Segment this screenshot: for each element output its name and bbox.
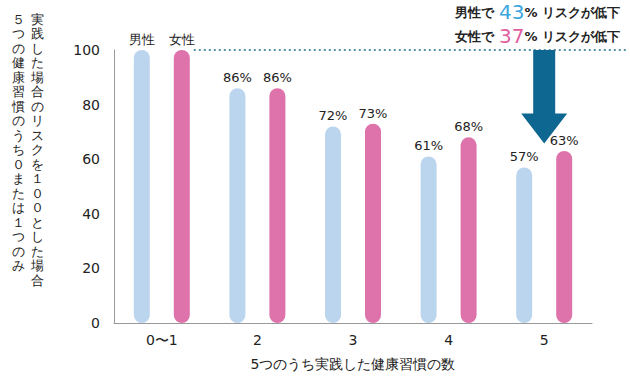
svg-text:み: み	[12, 258, 25, 273]
svg-text:61%: 61%	[414, 138, 443, 153]
svg-text:し: し	[31, 229, 44, 244]
svg-text:の: の	[12, 113, 25, 128]
svg-text:100: 100	[73, 42, 100, 58]
svg-text:5つのうち実践した健康習慣の数: 5つのうち実践した健康習慣の数	[251, 356, 456, 372]
svg-text:た: た	[31, 55, 44, 70]
svg-text:60: 60	[82, 151, 100, 167]
svg-text:ま: ま	[12, 171, 25, 186]
svg-text:リ: リ	[31, 113, 44, 128]
svg-text:１: １	[31, 171, 44, 186]
svg-text:合: 合	[31, 84, 44, 99]
svg-text:40: 40	[82, 206, 100, 222]
svg-text:つ: つ	[12, 26, 25, 41]
svg-text:86%: 86%	[263, 70, 292, 85]
svg-text:2: 2	[253, 332, 262, 348]
svg-text:の: の	[31, 99, 44, 114]
svg-text:を: を	[31, 157, 44, 172]
svg-text:合: 合	[31, 273, 44, 288]
svg-text:と: と	[31, 215, 44, 230]
svg-text:女性で: 女性で	[454, 29, 499, 44]
svg-text:ち: ち	[12, 142, 25, 157]
svg-text:康: 康	[12, 70, 25, 85]
svg-text:う: う	[12, 128, 25, 143]
svg-text:86%: 86%	[223, 70, 252, 85]
svg-text:実: 実	[31, 12, 44, 27]
svg-text:0: 0	[91, 315, 100, 331]
svg-text:男性: 男性	[129, 32, 155, 47]
svg-text:% リスクが低下: % リスクが低下	[524, 5, 620, 20]
svg-text:5: 5	[540, 332, 549, 348]
svg-text:72%: 72%	[319, 108, 348, 123]
svg-text:の: の	[12, 244, 25, 259]
svg-text:場: 場	[30, 70, 44, 85]
svg-text:場: 場	[30, 258, 44, 273]
svg-text:０: ０	[31, 186, 44, 201]
svg-text:ク: ク	[31, 142, 44, 157]
svg-text:習: 習	[12, 84, 25, 99]
svg-text:73%: 73%	[359, 106, 388, 121]
svg-text:１: １	[12, 215, 25, 230]
svg-text:健: 健	[12, 55, 25, 70]
svg-text:ス: ス	[31, 128, 44, 143]
svg-text:つ: つ	[12, 229, 25, 244]
svg-text:63%: 63%	[550, 133, 579, 148]
svg-text:37: 37	[499, 24, 524, 48]
svg-text:女性: 女性	[169, 32, 195, 47]
svg-text:80: 80	[82, 97, 100, 113]
svg-text:し: し	[31, 41, 44, 56]
svg-text:た: た	[31, 244, 44, 259]
svg-text:０: ０	[31, 200, 44, 215]
svg-text:慣: 慣	[11, 99, 25, 114]
svg-text:５: ５	[12, 12, 25, 27]
svg-text:は: は	[12, 200, 25, 215]
svg-text:4: 4	[444, 332, 453, 348]
svg-text:43: 43	[499, 0, 524, 24]
svg-text:57%: 57%	[510, 149, 539, 164]
svg-text:０: ０	[12, 157, 25, 172]
svg-text:男性で: 男性で	[454, 5, 499, 20]
svg-text:% リスクが低下: % リスクが低下	[524, 29, 620, 44]
svg-text:践: 践	[31, 26, 44, 41]
svg-text:の: の	[12, 41, 25, 56]
svg-text:68%: 68%	[454, 119, 483, 134]
svg-text:た: た	[12, 186, 25, 201]
svg-text:3: 3	[349, 332, 358, 348]
svg-text:0〜1: 0〜1	[146, 332, 178, 348]
svg-text:20: 20	[82, 260, 100, 276]
